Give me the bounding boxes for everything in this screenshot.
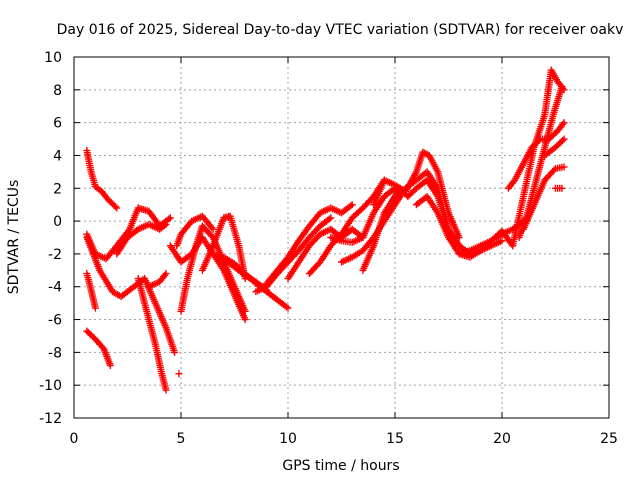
x-tick-label: 20 — [493, 431, 511, 447]
x-tick-label: 5 — [177, 431, 186, 447]
data-point-arc-22 — [455, 234, 463, 241]
data-point-arc-15 — [327, 214, 335, 222]
chart-title: Day 016 of 2025, Sidereal Day-to-day VTE… — [57, 22, 624, 38]
x-tick-label: 0 — [70, 431, 79, 447]
data-point-arc-1 — [113, 204, 121, 212]
data-point-arc-14 — [282, 303, 290, 311]
data-point-arc-10 — [209, 225, 217, 233]
data-point-arc-2 — [165, 215, 173, 223]
y-tick-label: 10 — [44, 50, 62, 66]
data-point-arc-33 — [175, 370, 183, 378]
y-tick-label: -10 — [39, 378, 62, 394]
data-point-arc-1 — [111, 203, 119, 211]
x-tick-label: 15 — [386, 431, 404, 447]
y-tick-label: 8 — [53, 83, 62, 99]
data-point-arc-27 — [560, 119, 568, 127]
data-point-arc-4 — [91, 304, 99, 312]
data-point-arc-29 — [558, 83, 566, 91]
y-tick-label: 6 — [53, 116, 62, 132]
data-point-arc-9 — [241, 316, 249, 324]
data-point-arc-16 — [347, 202, 355, 210]
plot-frame — [73, 56, 610, 419]
data-point-arc-30 — [560, 163, 568, 171]
data-point-arc-24 — [498, 237, 506, 245]
data-point-arc-6 — [162, 220, 170, 228]
data-points — [83, 66, 568, 394]
data-point-arc-31 — [558, 184, 566, 192]
y-tick-label: 2 — [53, 181, 62, 197]
y-tick-label: -12 — [39, 411, 62, 427]
y-tick-label: 0 — [53, 214, 62, 230]
data-point-arc-32 — [560, 135, 568, 143]
x-tick-label: 25 — [600, 431, 618, 447]
y-tick-label: -4 — [48, 280, 62, 296]
y-tick-label: -2 — [48, 247, 62, 263]
y-tick-label: -6 — [48, 313, 62, 329]
data-point-arc-11 — [241, 307, 249, 315]
y-tick-label: -8 — [48, 345, 62, 361]
data-point-arc-14 — [284, 304, 292, 312]
data-point-arc-32 — [559, 136, 567, 144]
data-point-arc-15 — [325, 215, 333, 223]
y-axis-label: SDTVAR / TECUs — [6, 180, 22, 295]
x-axis-label: GPS time / hours — [282, 458, 399, 474]
data-point-arc-8 — [162, 270, 170, 278]
data-point-arc-2 — [166, 214, 174, 222]
data-point-arc-5 — [106, 361, 114, 369]
x-tick-label: 10 — [279, 431, 297, 447]
data-point-arc-7 — [162, 386, 170, 394]
data-point-arc-3 — [171, 348, 179, 356]
data-point-arc-6 — [160, 222, 168, 230]
y-tick-label: 4 — [53, 148, 62, 164]
data-point-arc-16 — [348, 201, 356, 209]
axis-ticks: 0 5 10 15 20 25 -12 -10 -8 -6 -4 -2 0 2 4 6 8 10 — [39, 50, 618, 447]
